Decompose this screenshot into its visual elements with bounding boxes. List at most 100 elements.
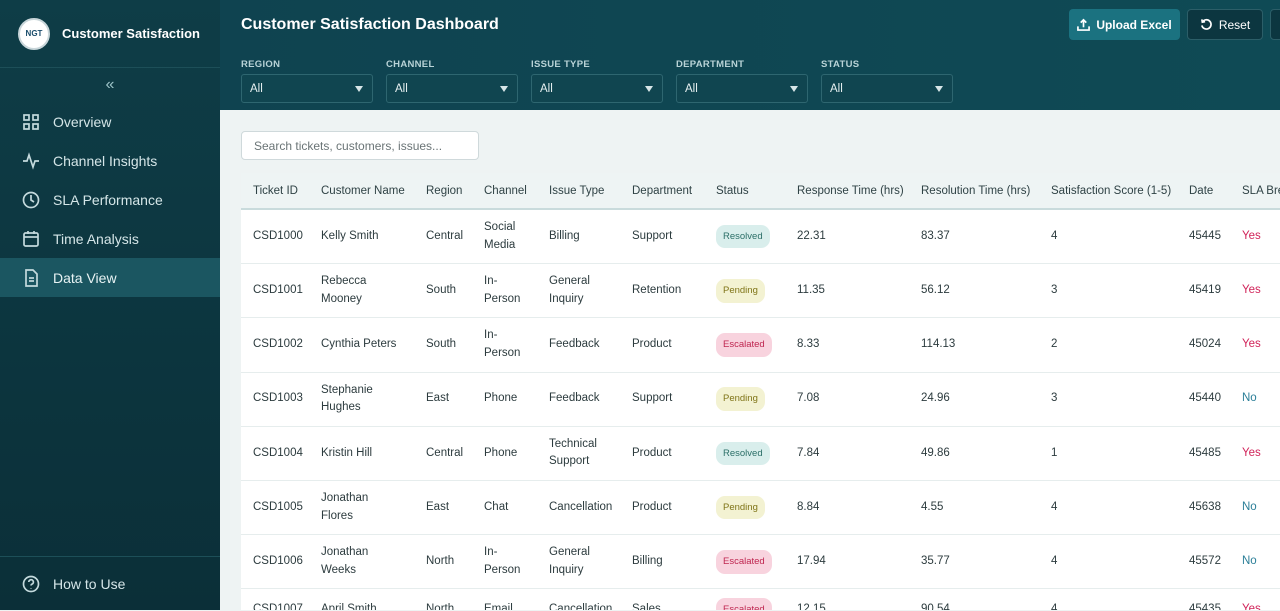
table-cell: Social Media <box>472 209 537 265</box>
table-cell: Central <box>414 209 472 265</box>
status-badge: Pending <box>716 387 765 411</box>
sidebar-footer: How to Use <box>0 556 220 610</box>
filter-select[interactable]: All <box>531 74 663 103</box>
nav-label: SLA Performance <box>53 191 163 208</box>
nav-item[interactable]: Data View <box>0 258 220 297</box>
reset-button[interactable]: Reset <box>1187 9 1263 40</box>
nav-list: Overview Channel Insights SLA Performanc… <box>0 102 220 297</box>
table-cell: Pending <box>704 263 785 319</box>
filter-select[interactable]: All <box>386 74 518 103</box>
sla-cell: No <box>1230 372 1280 427</box>
table-cell: 45419 <box>1177 263 1230 319</box>
table-cell: CSD1006 <box>241 534 309 590</box>
nav-label: How to Use <box>53 576 126 592</box>
brand-name: Customer Satisfaction <box>62 26 200 41</box>
filter-label: REGION <box>241 59 281 70</box>
table-cell: Escalated <box>704 588 785 610</box>
table-row: CSD1005 Jonathan Flores East Chat Cancellati… <box>241 480 1280 536</box>
nav-label: Time Analysis <box>53 230 139 247</box>
table-cell: Kristin Hill <box>309 426 414 481</box>
status-badge: Pending <box>716 495 765 520</box>
filter: CHANNEL All <box>386 59 518 103</box>
page-title: Customer Satisfaction Dashboard <box>241 16 499 33</box>
nav-item[interactable]: Time Analysis <box>0 219 220 258</box>
table-cell: 4 <box>1039 480 1177 536</box>
header: Customer Satisfaction Dashboard Upload E… <box>220 0 1280 110</box>
filter: ISSUE TYPE All <box>531 59 663 103</box>
table-cell: East <box>414 372 472 427</box>
help-link[interactable]: How to Use <box>0 557 220 611</box>
table-cell: Feedback <box>537 317 620 373</box>
table-cell: Resolved <box>704 426 785 481</box>
filter-select[interactable]: All <box>821 74 953 103</box>
filter-label: CHANNEL <box>386 59 435 70</box>
nav-label: Channel Insights <box>53 152 158 169</box>
table-row: CSD1001 Rebecca Mooney South In-Person Gener… <box>241 263 1280 319</box>
column-header[interactable]: Satisfaction Score (1-5) <box>1039 173 1177 210</box>
table-cell: In-Person <box>472 534 537 590</box>
column-header[interactable]: Status <box>704 173 785 210</box>
table-cell: Product <box>620 317 704 373</box>
table-cell: Escalated <box>704 317 785 373</box>
table-row: CSD1007 April Smith North Email Cancellation… <box>241 588 1280 610</box>
table-cell: CSD1004 <box>241 426 309 481</box>
column-header[interactable]: SLA Breach <box>1230 173 1280 210</box>
table-cell: Cancellation <box>537 480 620 536</box>
table-cell: Support <box>620 372 704 427</box>
sla-cell: No <box>1230 480 1280 536</box>
column-header[interactable]: Department <box>620 173 704 210</box>
nav-label: Data View <box>53 269 117 286</box>
filter-select[interactable]: All <box>676 74 808 103</box>
table-cell: 4 <box>1039 209 1177 265</box>
search-input[interactable]: Search tickets, customers, issues... <box>241 131 479 160</box>
table-cell: 11.35 <box>785 263 909 319</box>
column-header[interactable]: Resolution Time (hrs) <box>909 173 1039 210</box>
table-cell: Sales <box>620 588 704 610</box>
table-cell: 49.86 <box>909 426 1039 481</box>
column-header[interactable]: Ticket ID <box>241 173 309 210</box>
column-header[interactable]: Issue Type <box>537 173 620 210</box>
upload-button[interactable]: Upload Excel <box>1069 9 1180 40</box>
table-cell: East <box>414 480 472 536</box>
column-header[interactable]: Date <box>1177 173 1230 210</box>
table-cell: Phone <box>472 372 537 427</box>
column-header[interactable]: Channel <box>472 173 537 210</box>
filter: DEPARTMENT All <box>676 59 808 103</box>
table-cell: Cancellation <box>537 588 620 610</box>
table-row: CSD1002 Cynthia Peters South In-Person Feedb… <box>241 317 1280 373</box>
table-cell: Billing <box>620 534 704 590</box>
table-cell: Central <box>414 426 472 481</box>
nav-item[interactable]: SLA Performance <box>0 180 220 219</box>
table-cell: 22.31 <box>785 209 909 265</box>
table-cell: Cynthia Peters <box>309 317 414 373</box>
table-cell: 7.08 <box>785 372 909 427</box>
column-header[interactable]: Customer Name <box>309 173 414 210</box>
table-cell: In-Person <box>472 263 537 319</box>
table-cell: Product <box>620 426 704 481</box>
collapse-button[interactable]: « <box>105 76 115 93</box>
table-cell: 8.33 <box>785 317 909 373</box>
table-cell: Phone <box>472 426 537 481</box>
table-cell: 45638 <box>1177 480 1230 536</box>
table-cell: 45485 <box>1177 426 1230 481</box>
filter-select[interactable]: All <box>241 74 373 103</box>
column-header[interactable]: Region <box>414 173 472 210</box>
sla-cell: Yes <box>1230 263 1280 319</box>
table-cell: Product <box>620 480 704 536</box>
table-cell: Pending <box>704 480 785 536</box>
table-cell: 45435 <box>1177 588 1230 610</box>
brand: NGT Customer Satisfaction <box>0 0 220 68</box>
filter-label: DEPARTMENT <box>676 59 745 70</box>
table-cell: 4 <box>1039 588 1177 610</box>
table-cell: Jonathan Weeks <box>309 534 414 590</box>
table-cell: 90.54 <box>909 588 1039 610</box>
column-header[interactable]: Response Time (hrs) <box>785 173 909 210</box>
nav-label: Overview <box>53 113 112 130</box>
nav-item[interactable]: Channel Insights <box>0 141 220 180</box>
table-row: CSD1003 Stephanie Hughes East Phone Feedback… <box>241 372 1280 427</box>
nav-item[interactable]: Overview <box>0 102 220 141</box>
sla-cell: No <box>1230 534 1280 590</box>
more-button[interactable] <box>1270 9 1280 40</box>
status-badge: Resolved <box>716 441 770 466</box>
